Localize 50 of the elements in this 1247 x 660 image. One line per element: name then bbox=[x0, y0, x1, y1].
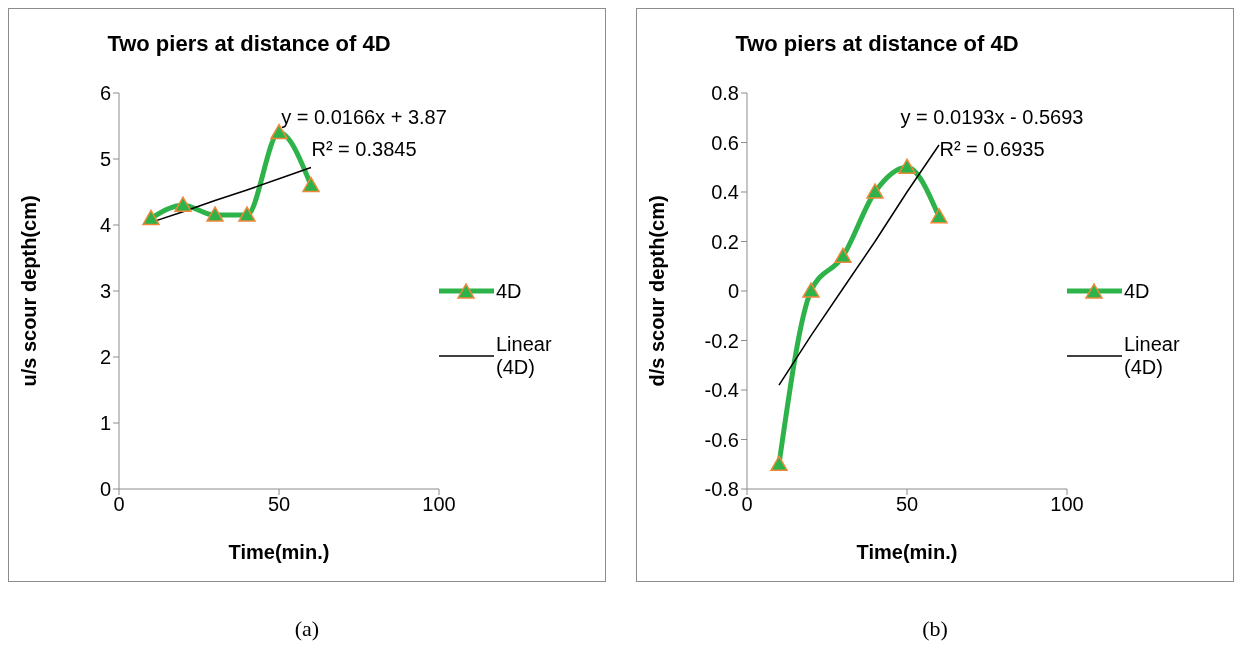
point bbox=[302, 176, 320, 193]
y-axis-title: u/s scour depth(cm) bbox=[18, 195, 41, 387]
line-series bbox=[778, 144, 940, 386]
y-tick-label: 0 bbox=[99, 478, 111, 501]
point bbox=[174, 196, 192, 212]
y-tick-label: 5 bbox=[99, 148, 111, 171]
x-tick-label: 100 bbox=[422, 493, 456, 516]
annotation: y = 0.0193x - 0.5693 bbox=[899, 105, 1085, 130]
y-axis-title: d/s scour depth(cm) bbox=[646, 195, 669, 387]
chart-title: Two piers at distance of 4D bbox=[106, 31, 392, 57]
point bbox=[770, 455, 788, 471]
point bbox=[898, 158, 916, 174]
annotation: y = 0.0166x + 3.87 bbox=[280, 105, 448, 130]
text: (b) bbox=[921, 616, 949, 642]
point bbox=[834, 247, 852, 264]
legend-label: 4D bbox=[1124, 279, 1150, 303]
x-tick-label: 0 bbox=[113, 493, 125, 516]
y-tick-label: -0.6 bbox=[704, 428, 739, 451]
x-tick-label: 0 bbox=[741, 493, 753, 516]
y-tick-label: 0 bbox=[727, 280, 739, 303]
x-axis-title: Time(min.) bbox=[856, 541, 958, 563]
point bbox=[238, 206, 256, 222]
point bbox=[802, 282, 820, 298]
y-tick-label: 0.8 bbox=[711, 82, 739, 105]
y-tick-label: 1 bbox=[99, 412, 111, 435]
legend-label: Linear (4D) bbox=[1124, 332, 1181, 379]
text: (a) bbox=[293, 616, 321, 642]
legend-label: 4D bbox=[496, 279, 522, 303]
y-tick-label: 2 bbox=[99, 346, 111, 369]
legend-label: Linear (4D) bbox=[496, 332, 553, 379]
y-tick-label: 6 bbox=[99, 82, 111, 105]
annotation: R² = 0.3845 bbox=[310, 137, 418, 162]
y-tick-label: -0.2 bbox=[704, 329, 739, 352]
x-axis-title: Time(min.) bbox=[228, 541, 330, 563]
x-tick-label: 50 bbox=[267, 493, 291, 516]
annotation: R² = 0.6935 bbox=[938, 137, 1046, 162]
y-tick-label: 4 bbox=[99, 214, 111, 237]
y-tick-label: 3 bbox=[99, 280, 111, 303]
chart-title: Two piers at distance of 4D bbox=[734, 31, 1020, 57]
y-tick-label: 0.6 bbox=[711, 131, 739, 154]
x-tick-label: 50 bbox=[895, 493, 919, 516]
point bbox=[930, 208, 948, 224]
point bbox=[866, 183, 884, 199]
point bbox=[206, 206, 224, 222]
y-tick-label: 0.2 bbox=[711, 230, 739, 253]
x-tick-label: 100 bbox=[1050, 493, 1084, 516]
y-tick-label: 0.4 bbox=[711, 181, 739, 204]
y-tick-label: -0.4 bbox=[704, 379, 739, 402]
point bbox=[142, 209, 160, 226]
y-tick-label: -0.8 bbox=[704, 478, 739, 501]
